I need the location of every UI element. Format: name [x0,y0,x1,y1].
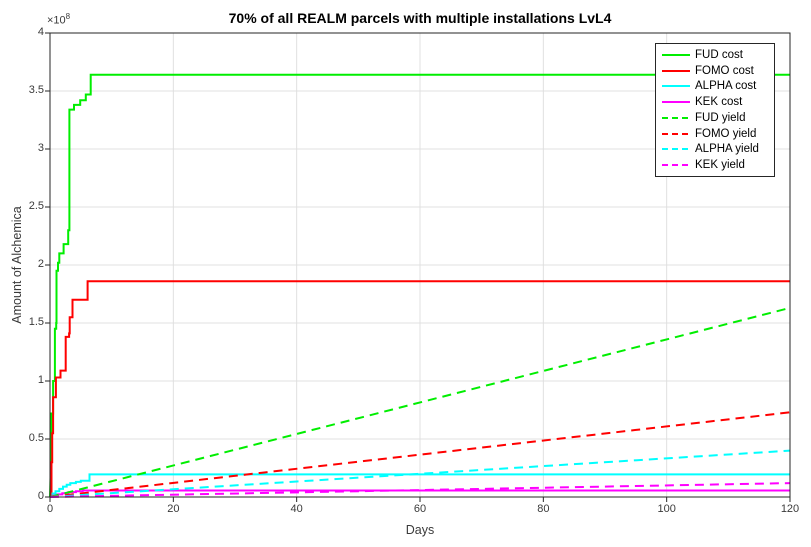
y-tick-label: 2.5 [28,200,44,212]
x-tick-label: 80 [537,503,550,515]
x-tick-label: 100 [657,503,676,515]
legend-item-fomo-cost: FOMO cost [656,64,774,78]
y-tick-label: 3.5 [28,84,44,96]
exponent-base: ×10 [47,14,66,27]
legend-label: KEK cost [695,96,743,109]
legend-line-swatch-fud-yield [662,116,690,119]
x-tick-label: 40 [290,503,303,515]
legend-line-swatch-fomo-cost [662,69,690,72]
legend-label: KEK yield [695,159,745,172]
legend-label: FOMO yield [695,127,757,140]
series-line-fomo-yield [49,411,791,498]
y-tick-label: 4 [37,26,44,38]
chart-title: 70% of all REALM parcels with multiple i… [228,10,612,26]
legend-line-swatch-kek-cost [662,101,690,104]
legend-label: FOMO cost [695,64,754,77]
y-tick-label: 2 [37,258,44,270]
x-tick-label: 120 [780,503,800,515]
legend-line-swatch-alpha-yield [662,148,690,151]
series-line-kek-yield [49,482,791,498]
legend-label: ALPHA cost [695,80,757,93]
series-line-fomo-cost [50,280,790,498]
series-line-alpha-cost [50,473,790,498]
x-tick-label: 0 [46,503,54,515]
series-line-alpha-yield [49,449,791,498]
legend-item-alpha-yield: ALPHA yield [656,142,774,156]
x-axis-label: Days [405,523,435,537]
legend: FUD cost FOMO cost ALPHA cost KEK cost FUD y… [655,43,775,177]
y-tick-label: 0.5 [28,432,44,444]
y-tick-label: 3 [37,142,44,154]
y-tick-label: 0 [37,490,44,502]
x-tick-label: 60 [413,503,427,515]
legend-line-swatch-kek-yield [662,164,690,167]
legend-line-swatch-fud-cost [662,53,690,56]
legend-label: FUD yield [695,111,746,124]
legend-item-fud-cost: FUD cost [656,48,774,62]
legend-item-kek-yield: KEK yield [656,158,774,172]
legend-item-fud-yield: FUD yield [656,111,774,125]
legend-item-alpha-cost: ALPHA cost [656,79,774,93]
y-tick-label: 1.5 [28,316,44,328]
legend-label: ALPHA yield [695,143,759,156]
y-axis-exponent: ×108 [47,12,70,27]
x-tick-label: 20 [167,503,180,515]
legend-line-swatch-alpha-cost [662,85,690,88]
legend-item-kek-cost: KEK cost [656,95,774,109]
legend-item-fomo-yield: FOMO yield [656,127,774,141]
exponent-power: 8 [65,12,71,21]
y-tick-label: 1 [37,374,44,386]
legend-line-swatch-fomo-yield [662,132,690,135]
legend-label: FUD cost [695,48,743,61]
series-line-fud-yield [49,306,791,498]
